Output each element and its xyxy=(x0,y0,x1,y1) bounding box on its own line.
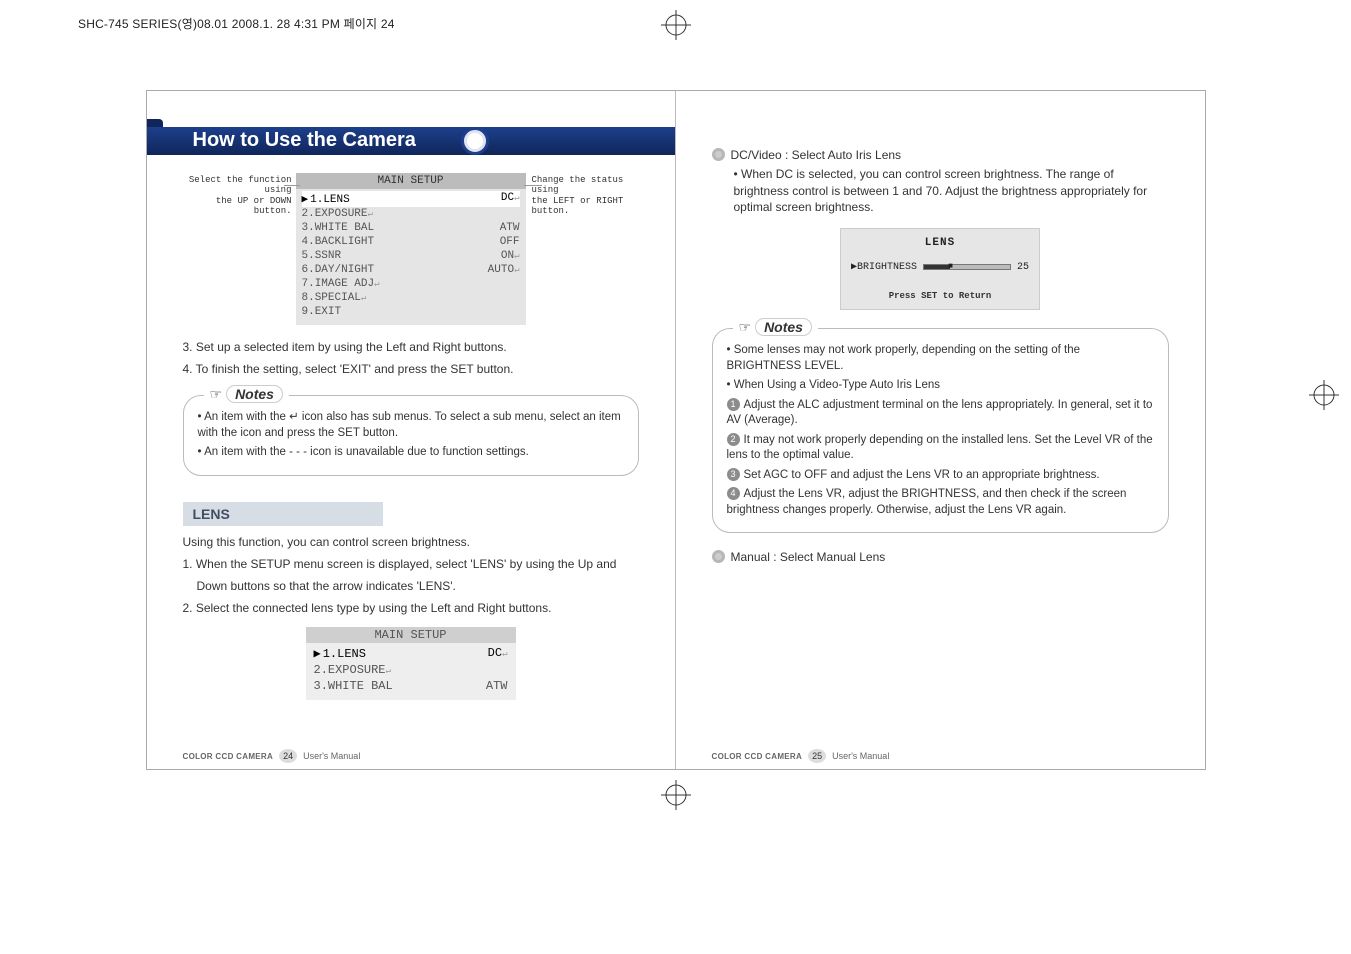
osd-lens: LENS ▶BRIGHTNESS ■ 25 Press SET to Retur… xyxy=(840,228,1040,310)
osd-row: 2.EXPOSURE↵ xyxy=(314,662,508,678)
notes-item: • An item with the ↵ icon also has sub m… xyxy=(198,410,624,441)
notes-item: • Some lenses may not work properly, dep… xyxy=(727,343,1154,374)
dc-block: DC/Video : Select Auto Iris Lens • When … xyxy=(712,147,1169,216)
step-3: 3. Set up a selected item by using the L… xyxy=(183,339,639,355)
osd-row: 7.IMAGE ADJ↵ xyxy=(302,277,520,291)
notes-box-right: ☞ Notes • Some lenses may not work prope… xyxy=(712,328,1169,533)
footer-product: COLOR CCD CAMERA xyxy=(712,752,803,761)
osd-row: 4.BACKLIGHTOFF xyxy=(302,235,520,249)
osd-brightness-val: 25 xyxy=(1017,262,1029,273)
osd-row: 6.DAY/NIGHTAUTO↵ xyxy=(302,263,520,277)
osd-row: 8.SPECIAL↵ xyxy=(302,291,520,305)
lens-step-2: 2. Select the connected lens type by usi… xyxy=(183,600,639,616)
osd-row: 9.EXIT xyxy=(302,305,520,319)
hand-icon: ☞ xyxy=(210,386,223,403)
osd-return: Press SET to Return xyxy=(851,291,1029,301)
step-4: 4. To finish the setting, select 'EXIT' … xyxy=(183,361,639,377)
lens-steps: Using this function, you can control scr… xyxy=(183,534,639,617)
notes-sub-1: 1Adjust the ALC adjustment terminal on t… xyxy=(727,398,1154,429)
lens-intro: Using this function, you can control scr… xyxy=(183,534,639,550)
bullet-icon xyxy=(461,127,489,155)
dc-title: DC/Video : Select Auto Iris Lens xyxy=(712,147,1169,164)
osd-row: 3.WHITE BALATW xyxy=(302,221,520,235)
osd-row: 2.EXPOSURE↵ xyxy=(302,207,520,221)
notes-box-left: ☞ Notes • An item with the ↵ icon also h… xyxy=(183,395,639,476)
spread: How to Use the Camera Select the functio… xyxy=(146,90,1206,770)
footer-page-number: 24 xyxy=(279,749,297,763)
footer-left: COLOR CCD CAMERA 24 User's Manual xyxy=(183,749,639,763)
osd-mini: MAIN SETUP ▶1.LENSDC↵2.EXPOSURE↵3.WHITE … xyxy=(306,627,516,700)
manual-block: Manual : Select Manual Lens xyxy=(712,549,1169,566)
osd-main-setup: Select the function usingthe UP or DOWN … xyxy=(296,173,526,325)
footer-right: COLOR CCD CAMERA 25 User's Manual xyxy=(712,749,1169,763)
callout-left: Select the function usingthe UP or DOWN … xyxy=(184,175,292,216)
osd-brightness-label: ▶BRIGHTNESS xyxy=(851,261,917,273)
notes-sub-4: 4Adjust the Lens VR, adjust the BRIGHTNE… xyxy=(727,487,1154,518)
osd-title: MAIN SETUP xyxy=(296,173,526,189)
notes-label: Notes xyxy=(226,385,283,403)
notes-sub-3: 3Set AGC to OFF and adjust the Lens VR t… xyxy=(727,468,1154,484)
lens-step-1b: Down buttons so that the arrow indicates… xyxy=(197,578,639,594)
section-title: How to Use the Camera xyxy=(193,129,416,152)
bullet-icon xyxy=(712,550,725,563)
osd-row: ▶1.LENSDC↵ xyxy=(314,645,508,662)
brightness-bar: ■ xyxy=(923,264,1011,270)
osd-brightness-row: ▶BRIGHTNESS ■ 25 xyxy=(851,261,1029,273)
callout-right: Change the status usingthe LEFT or RIGHT… xyxy=(532,175,644,216)
notes-sub-2: 2It may not work properly depending on t… xyxy=(727,433,1154,464)
notes-item: • An item with the - - - icon is unavail… xyxy=(198,445,624,461)
section-header: How to Use the Camera xyxy=(183,119,639,159)
lens-step-1a: 1. When the SETUP menu screen is display… xyxy=(183,556,639,572)
osd-lens-title: LENS xyxy=(851,237,1029,249)
notes-item: • When Using a Video-Type Auto Iris Lens xyxy=(727,378,1154,394)
footer-product: COLOR CCD CAMERA xyxy=(183,752,274,761)
lens-header: LENS xyxy=(183,502,383,526)
footer-text: User's Manual xyxy=(832,751,889,761)
manual-text: Manual : Select Manual Lens xyxy=(731,550,886,564)
footer-text: User's Manual xyxy=(303,751,360,761)
page-left: How to Use the Camera Select the functio… xyxy=(147,91,676,769)
dc-paragraph: • When DC is selected, you can control s… xyxy=(734,166,1169,216)
osd-row: 5.SSNRON↵ xyxy=(302,249,520,263)
footer-page-number: 25 xyxy=(808,749,826,763)
crop-mark-bottom xyxy=(661,780,691,810)
notes-label: Notes xyxy=(755,318,812,336)
print-header: SHC-745 SERIES(영)08.01 2008.1. 28 4:31 P… xyxy=(78,15,395,32)
crop-mark-right xyxy=(1309,380,1339,410)
osd-mini-title: MAIN SETUP xyxy=(306,627,516,643)
steps-block: 3. Set up a selected item by using the L… xyxy=(183,339,639,377)
osd-row: 3.WHITE BALATW xyxy=(314,678,508,694)
page-right: DC/Video : Select Auto Iris Lens • When … xyxy=(676,91,1205,769)
hand-icon: ☞ xyxy=(739,319,752,336)
bullet-icon xyxy=(712,148,725,161)
osd-row: ▶1.LENSDC↵ xyxy=(302,191,520,207)
crop-mark-top xyxy=(661,10,691,40)
